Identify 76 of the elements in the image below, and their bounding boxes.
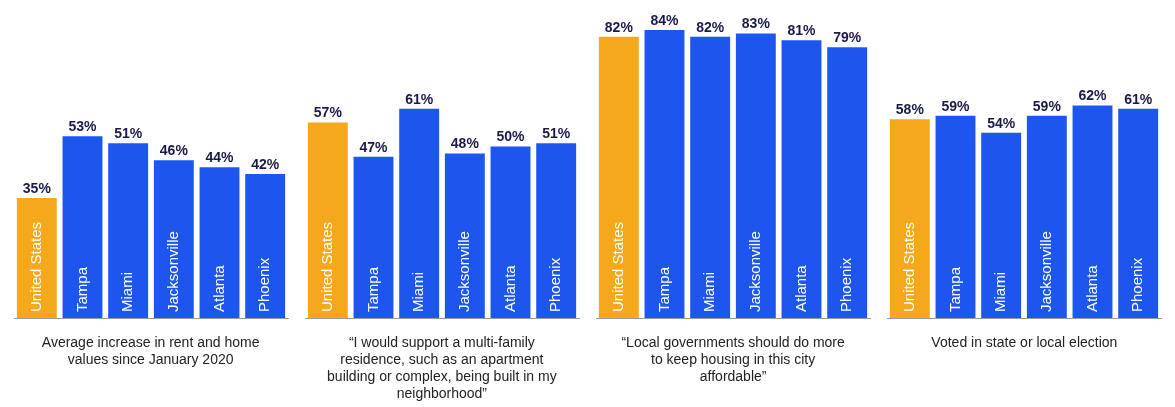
x-tick-label: Phoenix [546,257,564,312]
x-tick-label: Phoenix [254,257,272,312]
data-label: 54% [987,114,1017,131]
bar [399,108,439,318]
bar [736,33,776,318]
data-label: 35% [22,179,52,196]
x-tick-label: Jacksonville [454,231,472,312]
x-tick-label: Miami [117,272,135,312]
bar [827,47,868,318]
x-tick-label: Jacksonville [163,231,181,312]
data-label: 50% [496,128,525,145]
x-tick-label: Tampa [654,266,672,312]
bar [690,36,731,318]
bar [307,122,348,318]
x-tick-label: United States [26,221,44,312]
data-label: 62% [1078,87,1108,104]
data-label: 46% [159,142,189,159]
x-tick-label: Atlanta [209,264,227,312]
x-axis-title: “Local governments should do more to keep housing in this city affordable” [620,334,846,385]
data-label: 79% [833,29,862,45]
data-label: 57% [313,104,343,121]
bar [62,136,103,318]
x-axis-title: Voted in state or local election [930,334,1119,351]
bar [599,36,639,318]
bar [490,146,531,318]
data-label: 61% [405,90,434,107]
x-tick-label: Jacksonville [1037,231,1055,312]
data-label: 48% [450,135,480,152]
x-tick-label: Jacksonville [746,231,764,312]
x-tick-label: Atlanta [1083,264,1101,312]
data-label: 59% [941,97,971,114]
bar [16,198,57,318]
data-label: 84% [650,11,680,28]
data-label: 82% [696,18,725,35]
data-label: 83% [741,15,771,32]
x-tick-label: Miami [991,272,1009,312]
x-tick-label: Miami [700,272,718,312]
x-tick-label: Tampa [946,266,964,312]
x-tick-label: Phoenix [837,257,855,312]
x-axis-title: “I would support a multi-family residence, such as an apartment building or complex, being built in my neighborhood” [326,334,557,402]
data-label: 59% [1033,97,1062,114]
x-tick-label: Atlanta [500,264,518,312]
data-label: 82% [604,18,634,35]
x-tick-label: United States [317,221,335,312]
bar [981,132,1022,318]
bar [935,115,976,318]
x-tick-label: United States [609,221,627,312]
data-label: 61% [1124,90,1154,107]
bar [644,30,685,318]
bar [444,153,485,318]
x-tick-label: Phoenix [1128,257,1146,312]
bar [890,119,931,318]
data-label: 58% [896,101,925,117]
data-label: 51% [113,125,143,141]
data-label: 51% [542,125,571,141]
bar [107,143,148,318]
data-label: 44% [205,149,234,165]
data-label: 81% [787,22,817,39]
bar [781,40,822,318]
bar [1118,108,1159,318]
bar [353,156,394,318]
bar [244,174,285,318]
x-tick-label: United States [900,221,918,312]
data-label: 42% [250,155,280,172]
x-tick-label: Tampa [72,266,90,312]
bar [536,143,576,318]
x-tick-label: Miami [409,272,427,312]
x-tick-label: Tampa [363,266,381,312]
bar [199,167,240,318]
bar [153,160,194,318]
bar [1027,115,1068,318]
bar [1072,105,1113,318]
x-tick-label: Atlanta [791,264,809,312]
data-label: 47% [359,138,388,155]
data-label: 53% [68,118,97,135]
x-axis-title: Average increase in rent and home values since January 2020 [40,334,261,368]
